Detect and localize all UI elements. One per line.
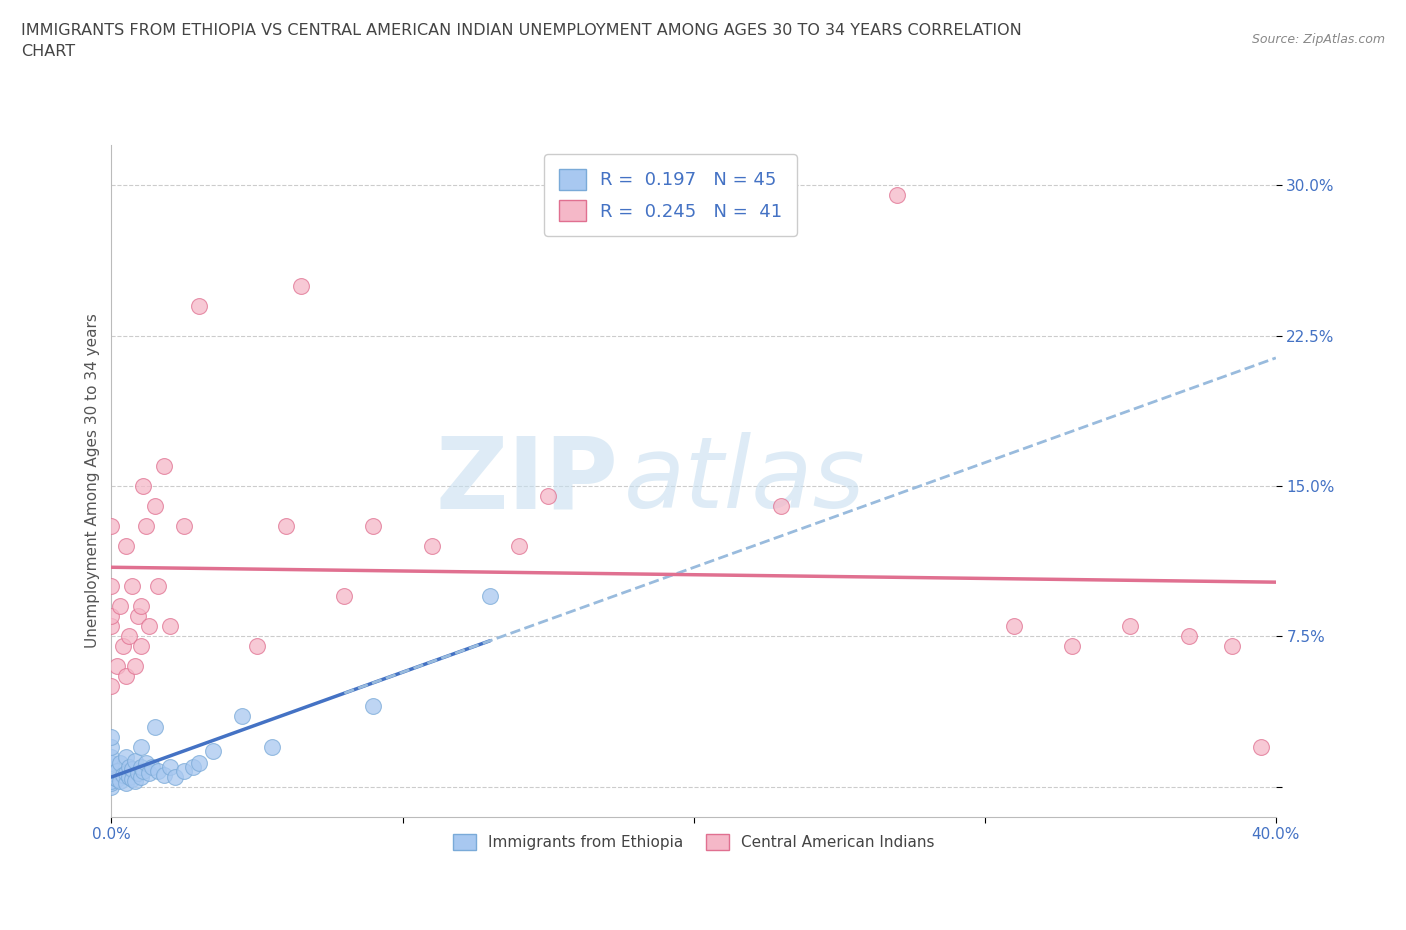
Point: [108, 599, 131, 614]
Point: [153, 458, 176, 473]
Point: [100, 739, 122, 754]
Point: [100, 769, 122, 784]
Point: [127, 765, 149, 780]
Point: [135, 755, 157, 770]
Text: atlas: atlas: [624, 432, 865, 529]
Point: [363, 699, 385, 714]
Text: ZIP: ZIP: [434, 432, 619, 529]
Point: [100, 578, 122, 593]
Point: [1002, 618, 1025, 633]
Point: [105, 764, 128, 778]
Point: [108, 755, 131, 770]
Point: [129, 769, 152, 784]
Point: [124, 753, 146, 768]
Point: [100, 773, 122, 788]
Point: [159, 759, 181, 774]
Point: [181, 759, 204, 774]
Point: [100, 618, 122, 633]
Point: [1177, 629, 1199, 644]
Point: [173, 764, 195, 778]
Point: [100, 765, 122, 780]
Point: [115, 669, 138, 684]
Y-axis label: Unemployment Among Ages 30 to 34 years: Unemployment Among Ages 30 to 34 years: [86, 313, 100, 648]
Point: [100, 729, 122, 744]
Point: [124, 773, 146, 788]
Point: [105, 659, 128, 674]
Point: [333, 589, 356, 604]
Point: [112, 767, 135, 782]
Point: [143, 498, 166, 513]
Point: [118, 769, 141, 784]
Point: [115, 776, 138, 790]
Point: [100, 776, 122, 790]
Point: [108, 773, 131, 788]
Point: [231, 709, 253, 724]
Point: [246, 639, 269, 654]
Point: [202, 743, 225, 758]
Point: [129, 599, 152, 614]
Text: IMMIGRANTS FROM ETHIOPIA VS CENTRAL AMERICAN INDIAN UNEMPLOYMENT AMONG AGES 30 T: IMMIGRANTS FROM ETHIOPIA VS CENTRAL AMER…: [21, 23, 1022, 60]
Point: [187, 755, 209, 770]
Point: [115, 538, 138, 553]
Point: [159, 618, 181, 633]
Point: [127, 609, 149, 624]
Point: [290, 278, 312, 293]
Legend: Immigrants from Ethiopia, Central American Indians: Immigrants from Ethiopia, Central Americ…: [447, 828, 941, 857]
Point: [1220, 639, 1243, 654]
Text: Source: ZipAtlas.com: Source: ZipAtlas.com: [1251, 33, 1385, 46]
Point: [132, 479, 155, 494]
Point: [363, 519, 385, 534]
Point: [153, 767, 176, 782]
Point: [138, 618, 160, 633]
Point: [100, 779, 122, 794]
Point: [1250, 739, 1272, 754]
Point: [1060, 639, 1083, 654]
Point: [886, 188, 908, 203]
Point: [100, 609, 122, 624]
Point: [121, 578, 143, 593]
Point: [115, 765, 138, 780]
Point: [105, 771, 128, 786]
Point: [274, 519, 297, 534]
Point: [1119, 618, 1142, 633]
Point: [146, 764, 169, 778]
Point: [537, 488, 560, 503]
Point: [100, 519, 122, 534]
Point: [100, 679, 122, 694]
Point: [124, 659, 146, 674]
Point: [129, 739, 152, 754]
Point: [121, 761, 143, 776]
Point: [112, 639, 135, 654]
Point: [508, 538, 530, 553]
Point: [138, 765, 160, 780]
Point: [143, 719, 166, 734]
Point: [115, 750, 138, 764]
Point: [146, 578, 169, 593]
Point: [132, 764, 155, 778]
Point: [420, 538, 443, 553]
Point: [769, 498, 792, 513]
Point: [118, 759, 141, 774]
Point: [100, 759, 122, 774]
Point: [260, 739, 283, 754]
Point: [129, 639, 152, 654]
Point: [100, 755, 122, 770]
Point: [187, 299, 209, 313]
Point: [129, 759, 152, 774]
Point: [121, 771, 143, 786]
Point: [100, 750, 122, 764]
Point: [141, 759, 163, 774]
Point: [135, 519, 157, 534]
Point: [118, 629, 141, 644]
Point: [173, 519, 195, 534]
Point: [165, 769, 187, 784]
Point: [478, 589, 501, 604]
